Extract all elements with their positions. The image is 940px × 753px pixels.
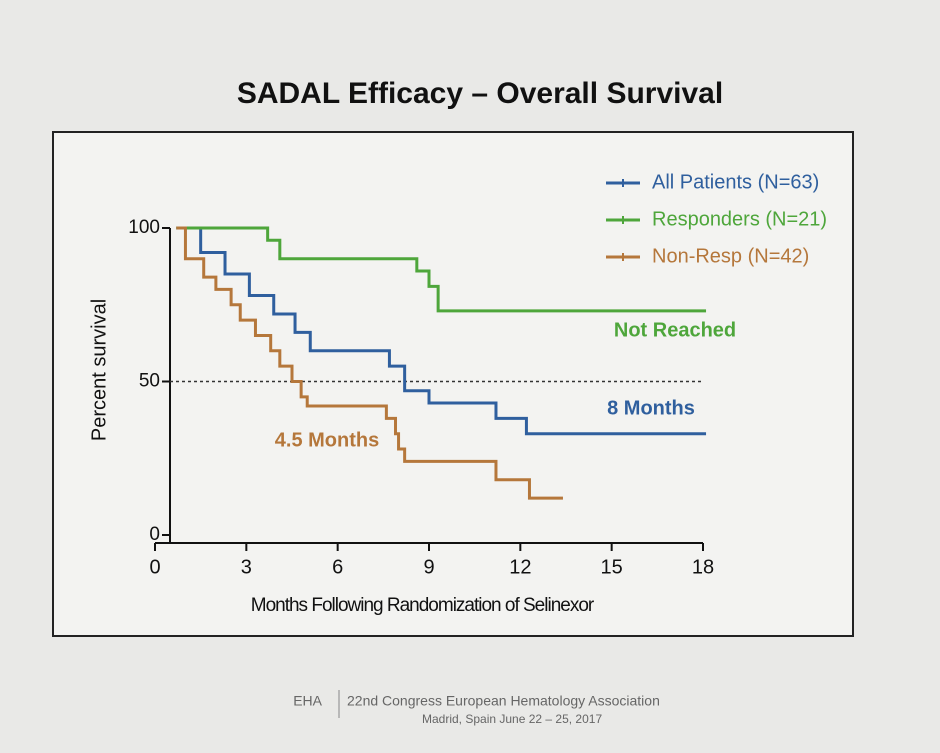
x-axis-label: Months Following Randomization of Seline… [251, 595, 595, 616]
survival-line [176, 226, 707, 313]
x-tick-label: 9 [423, 556, 434, 578]
annotation: 4.5 Months [275, 429, 379, 451]
chart-title: SADAL Efficacy – Overall Survival [237, 77, 723, 110]
x-tick-label: 18 [692, 556, 714, 578]
y-tick-label: 50 [139, 371, 160, 392]
annotation: Not Reached [614, 319, 736, 341]
survival-line [176, 226, 563, 500]
footer-place: Madrid, Spain June 22 – 25, 2017 [422, 712, 602, 726]
x-tick-label: 15 [601, 556, 623, 578]
x-tick-label: 6 [332, 556, 343, 578]
legend-label: Responders (N=21) [652, 208, 827, 230]
y-tick-label: 100 [128, 217, 160, 238]
footer-congress: 22nd Congress European Hematology Associ… [347, 693, 660, 709]
legend-label: All Patients (N=63) [652, 171, 819, 193]
footer-org: EHA [293, 693, 322, 709]
x-tick-label: 3 [241, 556, 252, 578]
x-tick-label: 12 [509, 556, 531, 578]
annotation: 8 Months [607, 397, 695, 419]
y-tick-label: 0 [149, 524, 160, 545]
x-tick-label: 0 [149, 556, 160, 578]
frame [52, 131, 854, 637]
y-axis-label: Percent survival [88, 299, 110, 441]
legend-label: Non-Resp (N=42) [652, 245, 809, 267]
survival-line [176, 226, 707, 436]
